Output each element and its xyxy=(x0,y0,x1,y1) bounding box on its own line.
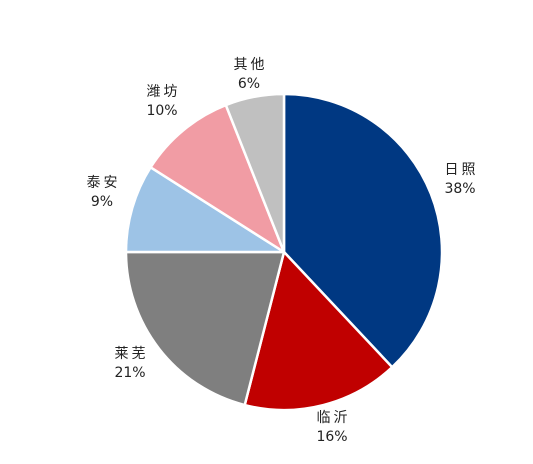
slice-label-other: 其他 6% xyxy=(234,56,265,94)
slice-label-laiwu: 莱芜 21% xyxy=(114,345,145,383)
pie-slice-3 xyxy=(124,166,286,254)
slice-name: 日照 xyxy=(444,162,479,178)
slice-percent: 6% xyxy=(237,76,261,92)
slice-label-taian: 泰安 9% xyxy=(87,174,118,212)
pie-slice-2 xyxy=(124,250,286,407)
slice-label-linyi: 临沂 16% xyxy=(316,409,347,447)
slice-label-weifang: 潍坊 10% xyxy=(146,83,177,121)
pie-slice-1 xyxy=(243,250,394,412)
slice-percent: 9% xyxy=(90,194,114,210)
pie-slice-4 xyxy=(149,103,286,254)
pie-slices xyxy=(124,92,444,412)
slice-percent: 38% xyxy=(444,181,476,197)
slice-name: 其他 xyxy=(233,57,268,73)
slice-label-rizhao: 日照 38% xyxy=(444,161,475,199)
slice-name: 临沂 xyxy=(316,410,351,426)
pie-slice-5 xyxy=(224,92,286,254)
pie-slice-0 xyxy=(282,92,444,369)
slice-percent: 16% xyxy=(316,429,348,445)
slice-percent: 10% xyxy=(146,103,178,119)
slice-percent: 21% xyxy=(114,365,146,381)
slice-name: 潍坊 xyxy=(146,84,181,100)
slice-name: 泰安 xyxy=(86,175,121,191)
slice-name: 莱芜 xyxy=(114,346,149,362)
